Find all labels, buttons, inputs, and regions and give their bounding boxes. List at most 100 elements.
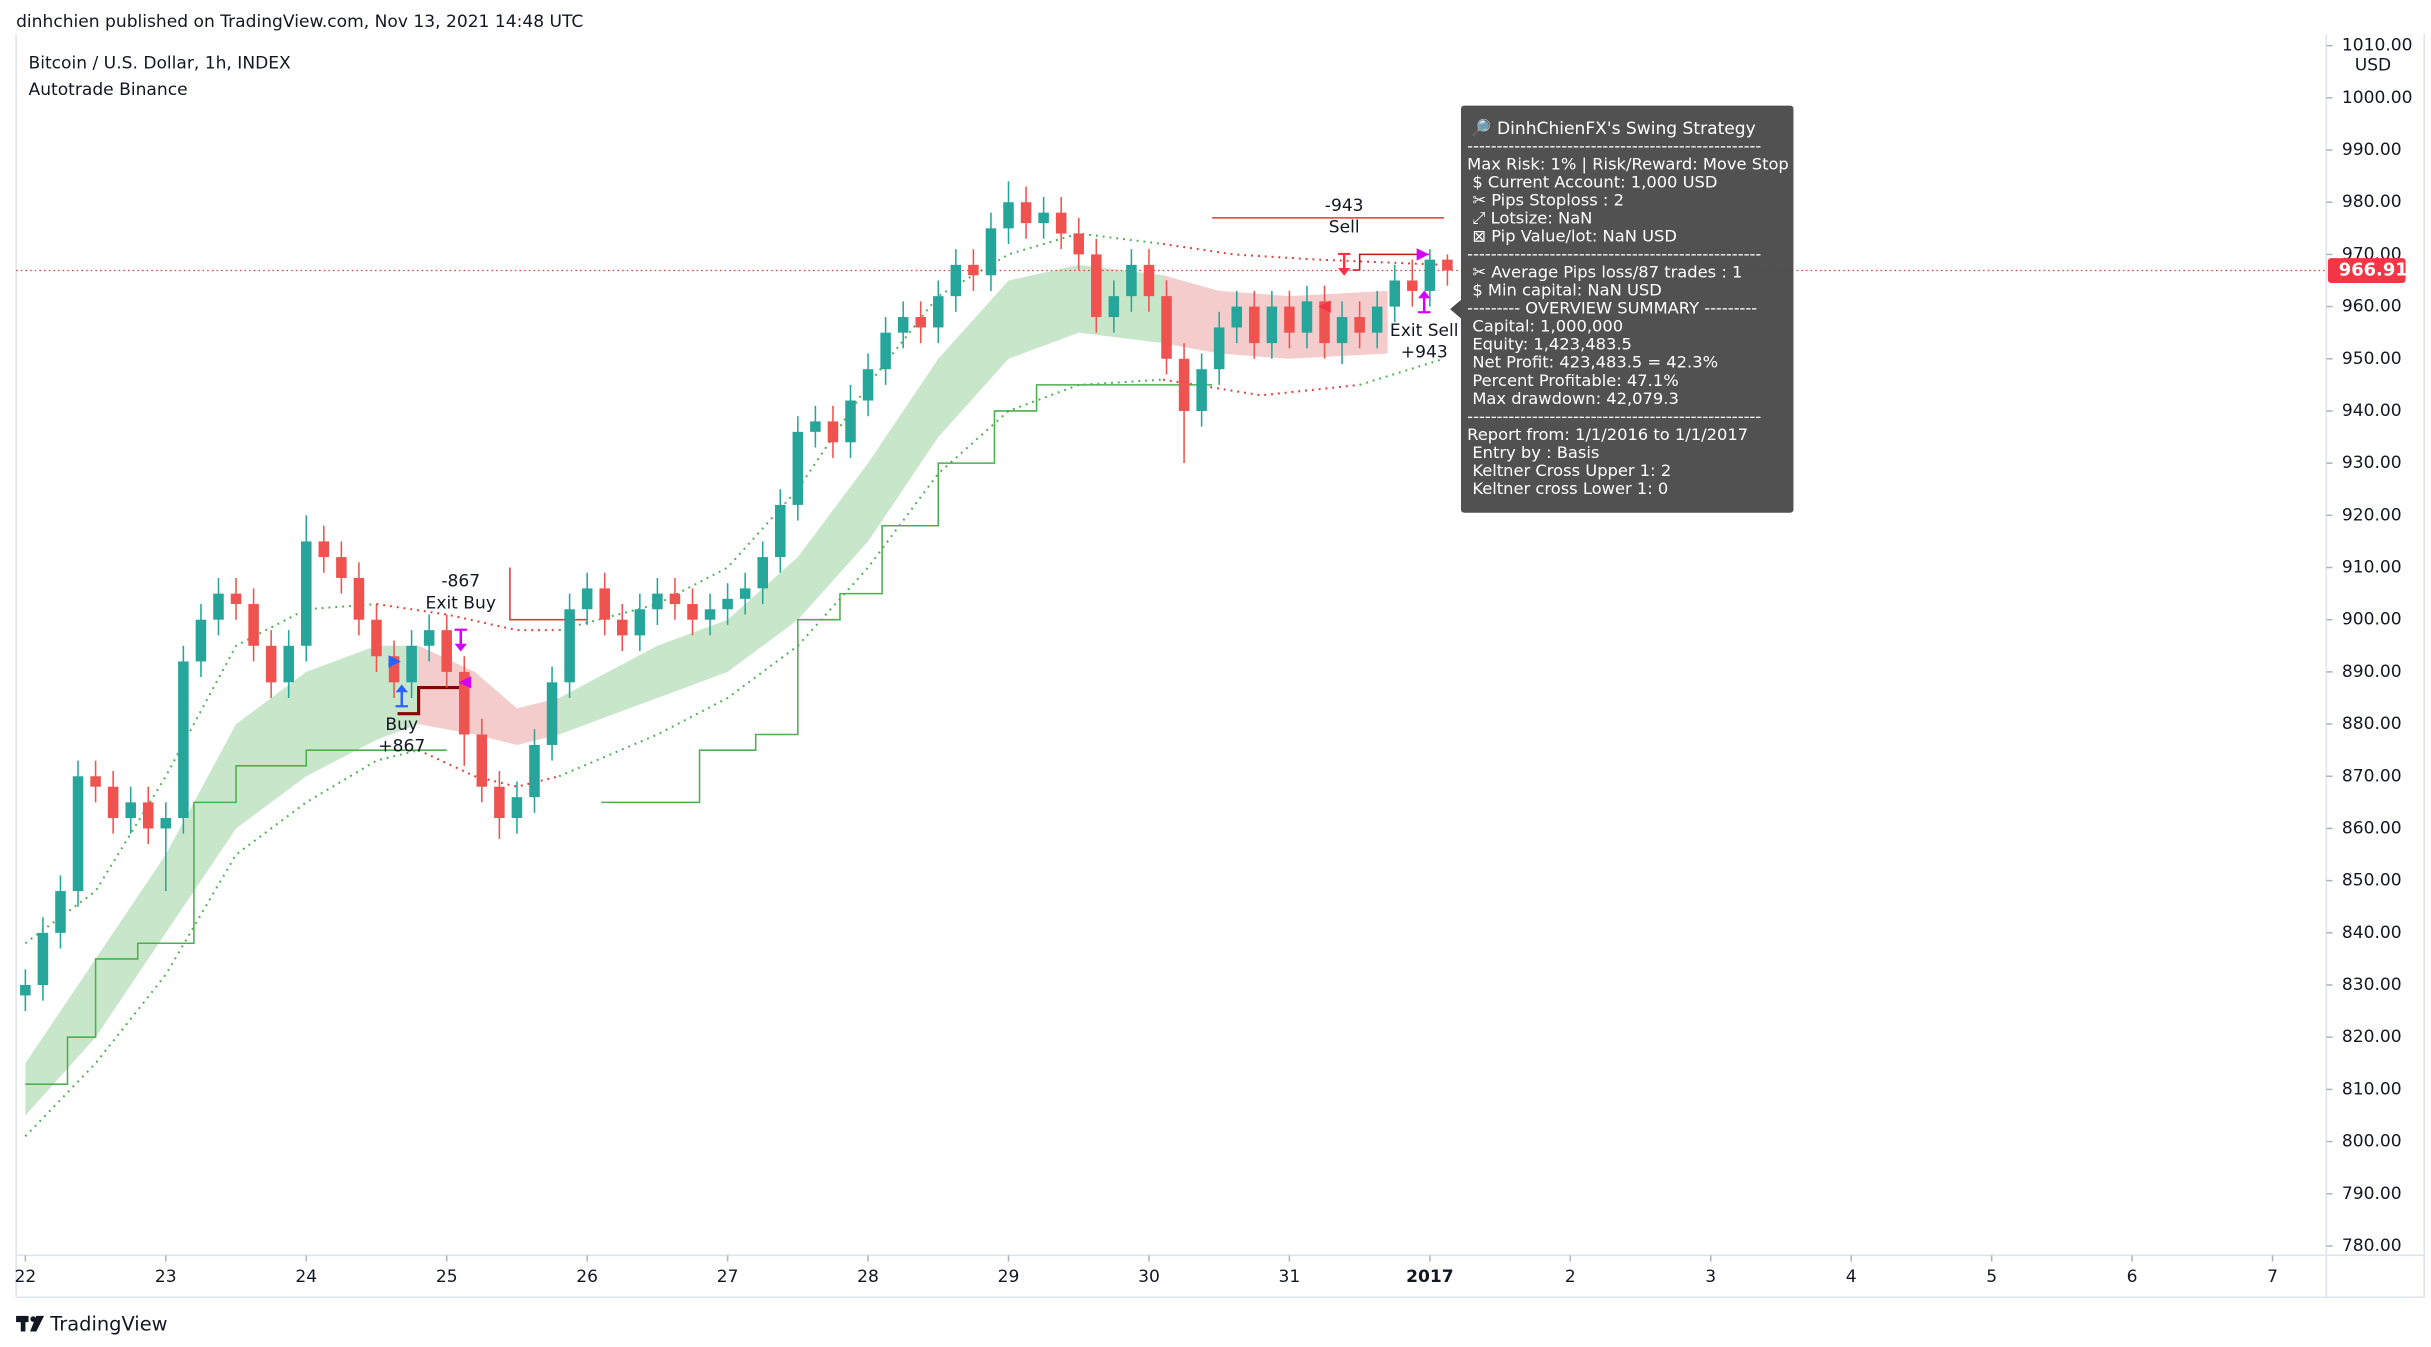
- candle-body: [1073, 233, 1085, 255]
- candle-body: [1301, 301, 1313, 333]
- logo-part: [30, 1315, 45, 1332]
- candle-body: [529, 744, 540, 798]
- info-box: 🔎 DinhChienFX's Swing Strategy ---------…: [1450, 105, 1794, 513]
- info-box-line: Keltner Cross Upper 1: 2: [1467, 461, 1671, 480]
- candle-body: [862, 369, 874, 401]
- candle-body: [1161, 296, 1172, 359]
- candle-body: [90, 776, 101, 787]
- chart-title: Bitcoin / U.S. Dollar, 1h, INDEX: [29, 54, 292, 74]
- candle-body: [1091, 254, 1102, 318]
- y-unit-bg: [2344, 54, 2405, 75]
- step-line: [397, 685, 461, 716]
- info-box-line: Max Risk: 1% | Risk/Reward: Move Stop: [1467, 154, 1789, 173]
- info-box-line: ✂ Average Pips loss/87 trades : 1: [1467, 263, 1742, 282]
- candle-body: [476, 734, 488, 787]
- step-line: [601, 384, 1213, 804]
- x-tick-label: 29: [998, 1267, 1020, 1287]
- candle-body: [968, 264, 979, 276]
- info-box-line: Keltner cross Lower 1: 0: [1467, 479, 1668, 498]
- y-tick-label: 920.00: [2342, 505, 2402, 525]
- x-tick-label: 2: [1565, 1267, 1576, 1287]
- candle-body: [388, 656, 400, 683]
- x-tick-label: 25: [436, 1267, 458, 1287]
- x-tick-label: 26: [576, 1267, 598, 1287]
- logo-part: [20, 1315, 26, 1332]
- x-tick-label: 27: [717, 1267, 739, 1287]
- signal-label: Exit Buy: [426, 593, 496, 613]
- signal-arrow-head: [395, 684, 408, 693]
- y-tick-label: 880.00: [2342, 714, 2402, 734]
- x-tick-label: 5: [1986, 1267, 1997, 1287]
- candle-body: [1055, 212, 1067, 234]
- candle-body: [406, 645, 417, 683]
- candle-body: [213, 593, 224, 620]
- candle-body: [757, 557, 768, 589]
- dotted-line: [1359, 357, 1445, 386]
- candle-body: [494, 786, 505, 819]
- candle-body: [1354, 317, 1365, 333]
- signal-label: Sell: [1329, 218, 1360, 238]
- x-tick-label: 28: [857, 1267, 879, 1287]
- candle-body: [1266, 306, 1278, 344]
- signal-label: +867: [378, 737, 425, 757]
- candle-body: [1003, 202, 1014, 229]
- info-box-line: Net Profit: 423,483.5 = 42.3%: [1467, 353, 1718, 372]
- candles: [20, 181, 1453, 1012]
- candle-body: [423, 630, 435, 646]
- signal-arrow-head: [1337, 267, 1351, 276]
- band-area: [418, 645, 560, 745]
- band-area: [559, 264, 1164, 735]
- info-box-line: Entry by : Basis: [1467, 443, 1599, 462]
- y-tick-label: 820.00: [2342, 1027, 2402, 1047]
- last-price-label: 966.91: [2339, 260, 2408, 281]
- info-box-line: ⊠ Pip Value/lot: NaN USD: [1467, 227, 1677, 246]
- info-box-line: Equity: 1,423,483.5: [1467, 335, 1632, 354]
- candle-body: [1126, 264, 1137, 297]
- marker-triangle: [388, 655, 401, 668]
- candle-body: [459, 671, 470, 735]
- candle-body: [160, 818, 172, 829]
- y-tick-label: 930.00: [2342, 453, 2402, 473]
- candle-body: [1143, 264, 1155, 297]
- y-tick-label: 1010.00: [2342, 36, 2413, 56]
- y-tick-label: 830.00: [2342, 975, 2402, 995]
- info-box-title: 🔎 DinhChienFX's Swing Strategy: [1470, 117, 1755, 139]
- candle-body: [1231, 306, 1243, 328]
- y-tick-label: 890.00: [2342, 662, 2402, 682]
- y-tick-label: 780.00: [2342, 1236, 2402, 1256]
- candle-body: [687, 604, 698, 620]
- marker-triangle: [1416, 248, 1430, 261]
- chart-subtitle: Autotrade Binance: [29, 80, 188, 100]
- candle-body: [107, 786, 119, 819]
- publisher: dinhchien published on TradingView.com, …: [16, 12, 583, 32]
- info-box-line: ✂ Pips Stoploss : 2: [1467, 191, 1624, 210]
- dotted-line: [1162, 242, 1444, 266]
- candle-body: [230, 593, 242, 605]
- info-box-line: ----------------------------------------…: [1467, 136, 1761, 155]
- candle-body: [950, 264, 962, 297]
- x-tick-label: 6: [2127, 1267, 2138, 1287]
- brand: TradingView: [49, 1313, 167, 1336]
- info-box-line: ----------------------------------------…: [1467, 407, 1761, 426]
- candle-body: [1319, 301, 1330, 344]
- info-box-line: $ Min capital: NaN USD: [1467, 281, 1662, 300]
- info-box-line: $ Current Account: 1,000 USD: [1467, 173, 1717, 192]
- candle-body: [810, 421, 821, 432]
- step-line: [25, 749, 447, 1085]
- candle-body: [300, 541, 312, 646]
- y-tick-label: 950.00: [2342, 349, 2402, 369]
- candle-body: [318, 541, 330, 558]
- candle-body: [546, 682, 558, 745]
- y-tick-label: 990.00: [2342, 140, 2402, 160]
- candle-body: [336, 557, 347, 578]
- candle-body: [265, 645, 277, 683]
- info-box-bg: [1460, 105, 1794, 513]
- solid-line: [509, 567, 588, 621]
- candle-body: [669, 593, 681, 605]
- candle-body: [1196, 369, 1207, 411]
- candle-body: [581, 588, 593, 610]
- axes: 780.00 790.00 800.00 810.00 820.00 830.00 840.…: [14, 36, 2412, 1287]
